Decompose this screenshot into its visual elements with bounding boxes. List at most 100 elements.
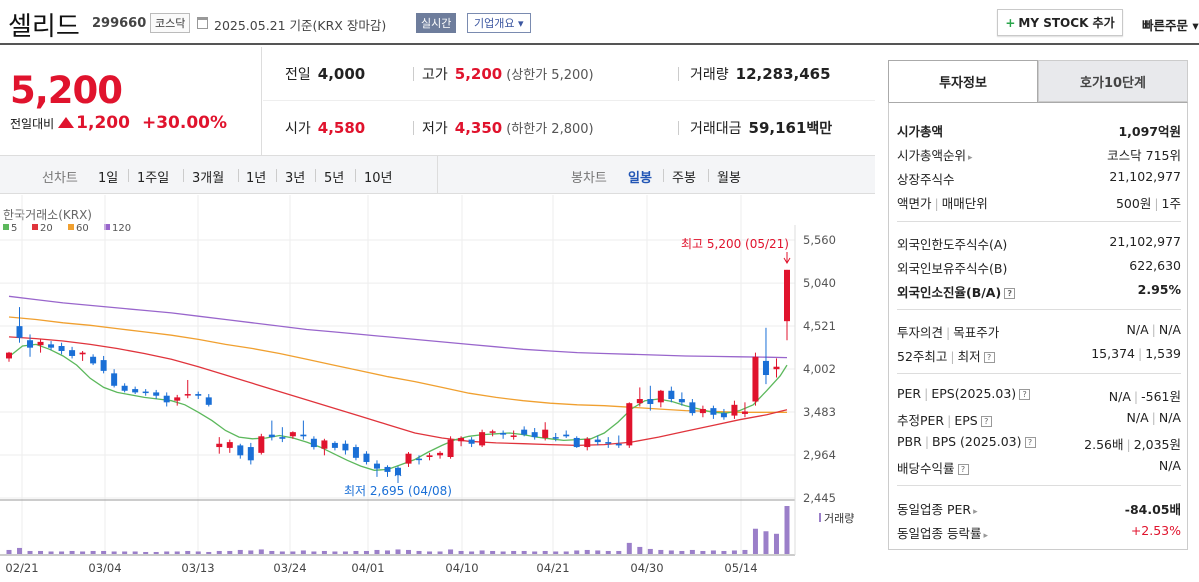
candle-body xyxy=(468,439,475,444)
period-1w[interactable]: 1주일 xyxy=(137,171,170,186)
opinion-row: 투자의견 | 목표주가 N/A | N/A xyxy=(897,322,1181,340)
candle-body xyxy=(573,437,580,448)
volume-label: 거래량 xyxy=(824,512,854,525)
trade-amount: 거래대금 59,161백만 xyxy=(690,119,833,137)
sector-per-row[interactable]: 동일업종 PER ▸ -84.05배 xyxy=(897,502,1181,517)
candle-body xyxy=(79,352,86,355)
quick-order-button[interactable]: 빠른주문 ▾ xyxy=(1142,18,1199,33)
candle-body xyxy=(489,431,496,433)
low-price: 저가 4,350 (하한가 2,800) xyxy=(422,119,594,137)
volume-bar xyxy=(710,550,716,554)
volume-bar xyxy=(27,550,33,554)
volume-bar xyxy=(458,550,464,554)
period-5y[interactable]: 5년 xyxy=(324,171,345,186)
high-arrow-head xyxy=(783,257,791,264)
sector-change-row[interactable]: 동일업종 등락률 ▸ +2.53% xyxy=(897,523,1181,541)
volume-bar xyxy=(185,550,191,554)
help-icon[interactable]: ? xyxy=(957,464,969,475)
market-cap-rank-row[interactable]: 시가총액순위 ▸ 코스닥 715위 xyxy=(897,148,1181,163)
volume-bar xyxy=(164,551,170,554)
y-tick-label: 4,002 xyxy=(803,362,836,376)
volume-bar xyxy=(637,546,643,554)
volume-bar xyxy=(143,551,149,554)
candle-body xyxy=(205,397,212,405)
help-icon[interactable]: ? xyxy=(980,416,992,427)
volume-bar xyxy=(69,550,75,554)
company-info-dropdown[interactable]: 기업개요 ▾ xyxy=(467,13,531,33)
tab-orderbook-10[interactable]: 호가10단계 xyxy=(1038,60,1188,102)
per-row: PER | EPS(2025.03)? N/A | -561원 xyxy=(897,386,1181,404)
period-1d[interactable]: 1일 xyxy=(98,171,119,186)
help-icon[interactable]: ? xyxy=(1024,437,1036,448)
volume-bar xyxy=(773,533,779,554)
volume-bar xyxy=(38,550,44,554)
volume-bar xyxy=(679,550,685,554)
volume-bar xyxy=(605,550,611,554)
candle-body xyxy=(657,390,664,403)
x-tick-label: 04/21 xyxy=(536,561,569,575)
candle-body xyxy=(153,392,160,396)
candle-body xyxy=(226,442,233,448)
volume: 거래량 12,283,465 xyxy=(690,65,831,83)
volume-bar xyxy=(59,551,65,554)
volume-bar xyxy=(448,549,454,554)
candle-body xyxy=(384,466,391,472)
volume-bar xyxy=(427,551,433,554)
mystock-label: MY STOCK 추가 xyxy=(1018,16,1115,30)
legend-swatch-ma60 xyxy=(68,224,74,230)
candle-monthly[interactable]: 월봉 xyxy=(717,171,741,186)
volume-bar xyxy=(595,550,601,554)
legend-swatch-ma20 xyxy=(32,224,38,230)
legend-label-ma5: 5 xyxy=(11,223,17,234)
period-3m[interactable]: 3개월 xyxy=(192,171,225,186)
candle-body xyxy=(437,452,444,456)
candle-weekly[interactable]: 주봉 xyxy=(672,171,696,186)
high-price: 고가 5,200 (상한가 5,200) xyxy=(422,65,594,83)
candle-body xyxy=(689,402,696,414)
y-tick-label: 2,445 xyxy=(803,491,836,505)
volume-bar xyxy=(511,550,517,554)
mystock-add-button[interactable]: + MY STOCK 추가 xyxy=(997,9,1123,36)
candle-body xyxy=(342,443,349,451)
candlestick-chart[interactable]: 한국거래소(KRX) 5 20 60 120 2,445 2,964 3,483 4,002… xyxy=(0,195,875,582)
help-icon[interactable]: ? xyxy=(983,352,995,363)
volume-bar xyxy=(216,550,222,554)
period-3y[interactable]: 3년 xyxy=(285,171,306,186)
volume-bar xyxy=(90,550,96,554)
change-label: 전일대비 xyxy=(10,116,55,131)
candle-body xyxy=(521,429,528,435)
help-icon[interactable]: ? xyxy=(1004,288,1016,299)
candle-body xyxy=(195,394,202,396)
price-chart[interactable]: 한국거래소(KRX) 5 20 60 120 2,445 2,964 3,483 4,002… xyxy=(0,195,875,582)
market-cap-row: 시가총액 1,097억원 xyxy=(897,124,1181,139)
x-tick-label: 02/21 xyxy=(5,561,38,575)
candle-body xyxy=(720,413,727,418)
stock-name: 셀리드 xyxy=(8,12,80,42)
period-1y[interactable]: 1년 xyxy=(246,171,267,186)
low-arrow-head xyxy=(394,470,402,477)
help-icon[interactable]: ? xyxy=(1019,389,1031,400)
candle-body xyxy=(405,453,412,464)
tab-investment-info[interactable]: 투자정보 xyxy=(888,60,1038,102)
candle-body xyxy=(678,399,685,403)
candle-body xyxy=(216,443,223,448)
candle-body xyxy=(605,442,612,444)
candle-body xyxy=(741,411,748,414)
period-10y[interactable]: 10년 xyxy=(364,171,393,186)
source-label: 한국거래소(KRX) xyxy=(3,208,92,222)
volume-bar xyxy=(731,550,737,554)
volume-bar xyxy=(206,551,212,554)
legend-swatch-ma5 xyxy=(3,224,9,230)
candle-body xyxy=(426,455,433,458)
stock-code: 299660 xyxy=(92,16,147,31)
volume-bar xyxy=(111,551,117,554)
volume-bar xyxy=(395,549,401,554)
candle-daily[interactable]: 일봉 xyxy=(628,171,652,186)
volume-bar xyxy=(353,550,359,554)
est-per-row: 추정PER | EPS? N/A | N/A xyxy=(897,410,1181,428)
x-tick-label: 05/14 xyxy=(724,561,757,575)
volume-bar xyxy=(668,550,674,554)
line-chart-label: 선차트 xyxy=(42,171,78,186)
up-arrow-icon xyxy=(58,116,75,128)
realtime-button[interactable]: 실시간 xyxy=(416,13,457,33)
